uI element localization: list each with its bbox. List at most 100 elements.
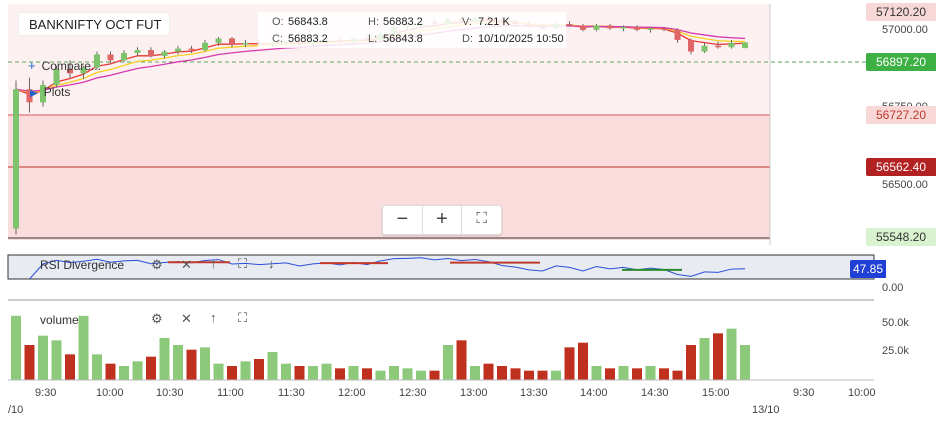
rsi-value-label: 47.85	[850, 260, 886, 278]
volume-bar	[402, 368, 413, 380]
volume-bar	[267, 352, 278, 380]
volume-bar	[254, 359, 264, 380]
open-label: O:	[272, 16, 284, 28]
fullscreen-icon[interactable]: ⛶	[476, 210, 487, 227]
close-icon[interactable]: ✕	[181, 257, 192, 272]
plots-label: Plots	[43, 85, 71, 99]
volume-bar	[11, 315, 21, 380]
compare-button[interactable]: + Compare...	[28, 58, 101, 73]
arrow-up-icon[interactable]: ↑	[210, 256, 217, 271]
candle-body	[175, 48, 181, 52]
volume-bar	[51, 340, 62, 380]
expand-icon[interactable]: ⛶	[238, 256, 248, 271]
volume-bar	[429, 370, 440, 380]
symbol-title: BANKNIFTY OCT FUT	[18, 12, 170, 36]
time-tick: 9:30	[793, 387, 815, 399]
close-label: C:	[272, 33, 283, 45]
volume-bars	[11, 315, 750, 380]
volume-bar	[618, 366, 629, 380]
price-label-high: 57120.20	[866, 3, 936, 21]
volume-bar	[416, 370, 426, 380]
volume-bar	[348, 366, 359, 380]
candle-body	[715, 45, 721, 48]
candle-body	[67, 68, 73, 74]
candle-body	[688, 39, 694, 52]
close-icon[interactable]: ✕	[181, 311, 192, 326]
volume-bar	[240, 361, 251, 380]
open-value: 56843.8	[288, 16, 328, 28]
expand-icon[interactable]: ⛶	[238, 310, 248, 325]
low-label: L:	[368, 33, 378, 45]
volume-bar	[605, 368, 615, 380]
arrow-up-icon[interactable]: ↑	[210, 310, 217, 325]
plots-button[interactable]: ▶ Plots	[30, 85, 70, 99]
volume-bar	[132, 361, 143, 380]
volume-bar	[65, 354, 75, 380]
candle-body	[148, 50, 154, 56]
candle-body	[674, 29, 681, 40]
candle-body	[215, 38, 222, 43]
right-date-label: 13/10	[752, 404, 780, 416]
volume-value: 7.21 K	[478, 16, 510, 28]
price-label-level: 56562.40	[866, 158, 936, 176]
triangle-right-icon: ▶	[30, 88, 38, 99]
rsi-polyline	[29, 257, 746, 280]
candle-body	[728, 42, 735, 48]
volume-bar	[564, 347, 575, 380]
candle-body	[188, 48, 195, 51]
volume-bar	[92, 354, 102, 380]
volume-label: V:	[462, 16, 472, 28]
candle-body	[26, 89, 33, 103]
left-date-label: /10	[8, 404, 24, 416]
rsi-line	[29, 257, 746, 280]
candle-body	[580, 25, 586, 30]
date-value: 10/10/2025 10:50	[478, 33, 564, 45]
volume-bar	[686, 345, 696, 380]
arrow-down-icon[interactable]: ↓	[268, 256, 275, 271]
candle-body	[40, 84, 46, 103]
high-value: 56883.2	[383, 16, 423, 28]
ohlc-legend: O: 56843.8 H: 56883.2 V: 7.21 K C: 56883…	[258, 12, 566, 48]
zoom-in-button[interactable]: +	[423, 206, 463, 234]
volume-bar	[578, 342, 588, 380]
candle-body	[53, 68, 60, 85]
candle-body	[94, 54, 100, 68]
volume-bar	[24, 345, 35, 380]
candle-body	[566, 23, 573, 26]
volume-bar	[294, 366, 305, 380]
volume-bar	[321, 363, 332, 380]
volume-bar	[740, 345, 750, 380]
volume-title: volume	[40, 313, 79, 327]
close-value: 56883.2	[288, 33, 328, 45]
rsi-tick: 0.00	[882, 282, 904, 294]
time-tick: 9:30	[35, 387, 57, 399]
time-tick: 15:00	[702, 387, 730, 399]
volume-tick: 50.0k	[882, 317, 909, 329]
low-value: 56843.8	[383, 33, 423, 45]
price-label-low: 55548.20	[866, 228, 936, 246]
time-tick: 14:30	[641, 387, 669, 399]
volume-bar	[38, 335, 48, 380]
volume-bar	[510, 368, 521, 380]
volume-bar	[591, 366, 602, 380]
volume-bar	[159, 338, 170, 380]
price-tick: 57000.00	[882, 24, 928, 36]
zoom-out-button[interactable]: −	[383, 206, 423, 234]
volume-bar	[119, 366, 129, 380]
rsi-title: RSI Divergence	[40, 258, 125, 272]
volume-bar	[551, 370, 561, 380]
candle-body	[242, 42, 249, 45]
price-label-current: 56897.20	[866, 53, 936, 71]
time-tick: 10:30	[156, 387, 184, 399]
candle-body	[161, 51, 168, 56]
high-label: H:	[368, 16, 379, 28]
volume-bar	[524, 370, 534, 380]
volume-bar	[200, 347, 210, 380]
gear-icon[interactable]: ⚙	[151, 257, 163, 272]
gear-icon[interactable]: ⚙	[151, 311, 163, 326]
volume-bar	[389, 366, 399, 380]
volume-bar	[78, 315, 89, 380]
volume-bar	[375, 370, 386, 380]
